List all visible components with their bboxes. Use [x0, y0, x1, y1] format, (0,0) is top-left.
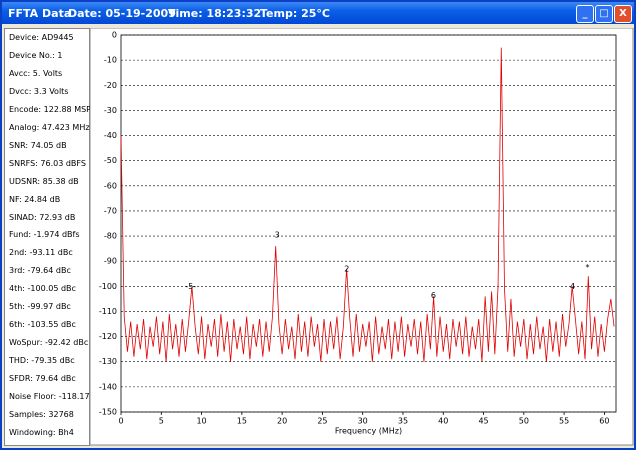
x-tick-label: 10: [196, 417, 206, 426]
y-tick-label: -120: [99, 332, 117, 341]
info-item: Samples: 32768: [9, 409, 74, 419]
y-tick-label: -60: [104, 181, 117, 190]
harmonic-label: -5-: [185, 282, 196, 291]
info-item: WoSpur: -92.42 dBc *: [9, 338, 95, 348]
maximize-button[interactable]: □: [595, 5, 613, 23]
y-tick-label: -110: [99, 307, 117, 316]
info-item: UDSNR: 85.38 dB: [9, 176, 79, 186]
title-bar: FFTA Data Date: 05-19-2009 Time: 18:23:3…: [2, 2, 634, 24]
y-tick-label: -50: [104, 156, 117, 165]
spectrum-line: [120, 47, 615, 362]
info-item: SFDR: 79.64 dBc: [9, 374, 76, 384]
info-item: Fund: -1.974 dBfs: [9, 230, 80, 240]
x-tick-label: 40: [438, 417, 448, 426]
y-tick-label: -140: [99, 382, 117, 391]
x-tick-label: 5: [159, 417, 164, 426]
info-item: Avcc: 5. Volts: [9, 68, 63, 78]
info-item: NF: 24.84 dB: [9, 194, 61, 204]
info-item: Analog: 47.423 MHz: [9, 122, 90, 132]
harmonic-label: 6: [431, 291, 436, 300]
harmonic-label: *: [585, 263, 589, 272]
y-tick-label: -70: [104, 206, 117, 215]
info-item: Noise Floor: -118.17 dBFS: [9, 392, 113, 401]
y-tick-label: -150: [99, 408, 117, 417]
y-tick-label: -20: [104, 81, 117, 90]
x-tick-label: 55: [559, 417, 569, 426]
window-title: FFTA Data: [8, 7, 72, 20]
plot-area: [120, 34, 617, 413]
harmonic-label: 4: [570, 282, 575, 291]
x-tick-label: 20: [277, 417, 287, 426]
x-tick-label: 45: [478, 417, 488, 426]
info-item: Encode: 122.88 MSPS: [9, 104, 97, 114]
info-item: SNR: 74.05 dB: [9, 140, 67, 150]
info-item: 5th: -99.97 dBc: [9, 302, 71, 312]
y-tick-label: -90: [104, 257, 117, 266]
window-temp: Temp: 25°C: [260, 7, 330, 20]
harmonic-label: 3: [275, 231, 280, 240]
chart: 0 -10 -20 -30 -40 -50 -60 -70 -80 -90 -100 -110 -120…: [90, 28, 634, 446]
x-tick-label: 0: [118, 417, 123, 426]
info-item: 3rd: -79.64 dBc: [9, 266, 71, 276]
info-item: Device: AD9445: [9, 33, 74, 42]
y-tick-label: -30: [104, 106, 117, 115]
y-tick-label: -10: [104, 56, 117, 65]
x-tick-label: 35: [398, 417, 408, 426]
y-tick-label: -80: [104, 232, 117, 241]
x-tick-label: 15: [237, 417, 247, 426]
x-axis-label: Frequency (MHz): [335, 427, 402, 436]
y-tick-label: -100: [99, 282, 117, 291]
window-date: Date: 05-19-2009: [68, 7, 176, 20]
x-tick-label: 30: [358, 417, 368, 426]
info-item: SINAD: 72.93 dB: [9, 212, 76, 222]
info-item: Device No.: 1: [9, 50, 63, 60]
harmonic-label: 2: [344, 265, 349, 274]
info-item: 6th: -103.55 dBc: [9, 320, 76, 330]
chart-panel: [90, 28, 634, 446]
close-button[interactable]: X: [614, 5, 632, 23]
info-item: SNRFS: 76.03 dBFS: [9, 158, 86, 168]
x-tick-label: 50: [519, 417, 529, 426]
info-panel: Device: AD9445 Device No.: 1 Avcc: 5. Volt…: [4, 28, 112, 446]
info-item: 2nd: -93.11 dBc: [9, 248, 73, 258]
info-item: THD: -79.35 dBc: [9, 356, 75, 366]
window-time: Time: 18:23:32: [168, 7, 262, 20]
y-tick-label: 0: [112, 31, 117, 40]
x-tick-label: 60: [599, 417, 609, 426]
y-tick-label: -40: [104, 131, 117, 140]
minimize-button[interactable]: _: [576, 5, 594, 23]
info-item: 4th: -100.05 dBc: [9, 284, 76, 294]
y-tick-label: -130: [99, 357, 117, 366]
info-item: Dvcc: 3.3 Volts: [9, 86, 69, 96]
info-item: Windowing: Bh4: [9, 427, 74, 437]
x-tick-label: 25: [317, 417, 327, 426]
